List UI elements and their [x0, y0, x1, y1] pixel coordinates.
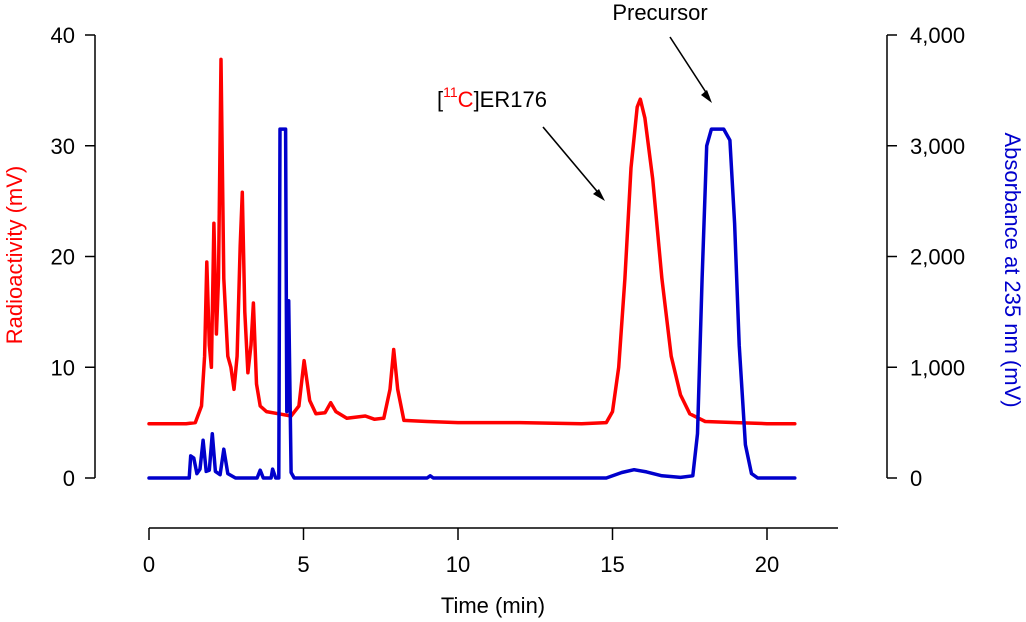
- x-tick-label: 10: [446, 552, 470, 577]
- left-y-tick-label: 40: [51, 23, 75, 48]
- x-tick-label: 5: [297, 552, 309, 577]
- right-y-tick-label: 3,000: [910, 134, 965, 159]
- absorbance-series-line: [147, 127, 797, 480]
- annotation-precursor: Precursor: [612, 0, 712, 103]
- right-y-tick-label: 4,000: [910, 23, 965, 48]
- x-tick-label: 15: [600, 552, 624, 577]
- x-axis: 0 5 10 15 20: [143, 527, 838, 577]
- annotation-precursor-arrow: [669, 36, 710, 98]
- right-y-axis-title: Absorbance at 235 nm (mV): [1000, 132, 1025, 407]
- annotation-er176-arrow: [542, 126, 602, 197]
- annotation-precursor-label: Precursor: [612, 0, 707, 25]
- left-y-axis: 0 10 20 30 40: [51, 23, 96, 491]
- annotation-er176-label: [11C]ER176: [437, 84, 547, 112]
- left-y-axis-title: Radioactivity (mV): [2, 166, 27, 344]
- annotation-er176: [11C]ER176: [437, 84, 605, 201]
- left-y-tick-label: 0: [63, 466, 75, 491]
- right-y-tick-label: 0: [910, 466, 922, 491]
- left-y-tick-label: 20: [51, 245, 75, 270]
- x-axis-title: Time (min): [441, 593, 545, 618]
- annotation-precursor-arrowhead: [701, 90, 712, 103]
- right-y-tick-label: 2,000: [910, 245, 965, 270]
- series-layer: [147, 57, 797, 480]
- left-y-tick-label: 30: [51, 134, 75, 159]
- right-y-tick-label: 1,000: [910, 355, 965, 380]
- left-y-tick-label: 10: [51, 355, 75, 380]
- radioactivity-series-line: [147, 57, 797, 426]
- x-tick-label: 0: [143, 552, 155, 577]
- right-y-axis: 0 1,000 2,000 3,000 4,000: [886, 23, 965, 491]
- x-tick-label: 20: [755, 552, 779, 577]
- annotation-er176-arrowhead: [593, 189, 605, 201]
